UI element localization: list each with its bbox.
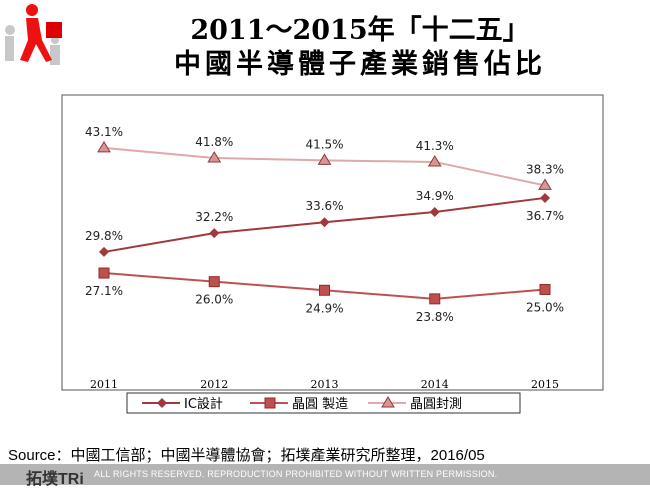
x-tick-label: 2014 — [421, 378, 449, 391]
copyright-notice: ALL RIGHTS RESERVED. REPRODUCTION PROHIB… — [94, 469, 498, 479]
logo-walking-man-icon — [5, 4, 62, 65]
data-label: 41.8% — [195, 135, 233, 149]
footer-logo: 拓墣TRi — [26, 471, 84, 488]
data-label: 27.1% — [85, 284, 123, 298]
data-label: 26.0% — [195, 293, 233, 307]
data-point — [207, 151, 222, 163]
legend-marker — [381, 396, 395, 408]
legend-item: 晶圓封測 — [368, 396, 462, 412]
source-note: Source：中國工信部；中國半導體協會；拓墣產業研究所整理，2016/05 — [8, 447, 485, 464]
data-label: 43.1% — [85, 125, 123, 139]
legend-item: 晶圓 製造 — [250, 397, 348, 412]
data-label: 25.0% — [526, 300, 564, 314]
data-point — [209, 228, 220, 239]
data-label: 32.2% — [195, 210, 233, 224]
data-label: 34.9% — [416, 189, 454, 203]
x-tick-label: 2011 — [90, 378, 118, 391]
chart-title-line1: 2011～2015年「十二五」 — [190, 15, 530, 46]
data-point — [429, 293, 441, 305]
data-point — [317, 153, 332, 165]
x-tick-label: 2015 — [531, 378, 559, 391]
legend: IC設計 晶圓 製造 晶圓封測 — [126, 392, 521, 414]
legend-marker — [157, 398, 167, 408]
data-label: 36.7% — [526, 209, 564, 223]
series-triangle: 43.1% 41.8% 41.5% 41.3% 38.3% — [85, 125, 564, 190]
data-point — [97, 140, 111, 153]
legend-label: 晶圓封測 — [410, 397, 462, 412]
chart-frame — [61, 94, 604, 391]
data-label: 29.8% — [85, 229, 123, 243]
data-point — [319, 284, 330, 296]
data-label: 23.8% — [416, 310, 454, 324]
data-point — [540, 192, 550, 203]
data-point — [319, 217, 330, 228]
data-point — [427, 154, 442, 167]
legend-box — [126, 392, 521, 414]
legend-label: IC設計 — [184, 396, 223, 412]
data-point — [99, 246, 109, 257]
data-point — [538, 178, 552, 190]
data-label: 41.3% — [416, 139, 454, 153]
data-point — [208, 276, 220, 288]
series-square: 27.1% 26.0% 24.9% 23.8% 25.0% — [85, 267, 564, 324]
data-label: 41.5% — [305, 137, 343, 151]
data-point — [429, 207, 440, 218]
data-point — [539, 283, 551, 295]
data-label: 24.9% — [305, 301, 343, 315]
x-tick-label: 2013 — [311, 378, 339, 391]
legend-marker — [264, 397, 276, 409]
chart-title-line2: 中國半導體子產業銷售佔比 — [174, 49, 546, 80]
x-tick-label: 2012 — [200, 378, 228, 391]
data-label: 33.6% — [305, 199, 343, 213]
footer-bar: 拓墣TRi ALL RIGHTS RESERVED. REPRODUCTION … — [0, 464, 650, 488]
data-point — [98, 267, 110, 279]
data-label: 38.3% — [526, 162, 564, 176]
legend-item: IC設計 — [142, 396, 223, 412]
legend-label: 晶圓 製造 — [292, 397, 348, 412]
line-chart: 2011 2012 2013 2014 2015 29.8% 32.2% 33.6% 34.9… — [61, 94, 604, 414]
series-diamond: 29.8% 32.2% 33.6% 34.9% 36.7% — [85, 189, 564, 257]
